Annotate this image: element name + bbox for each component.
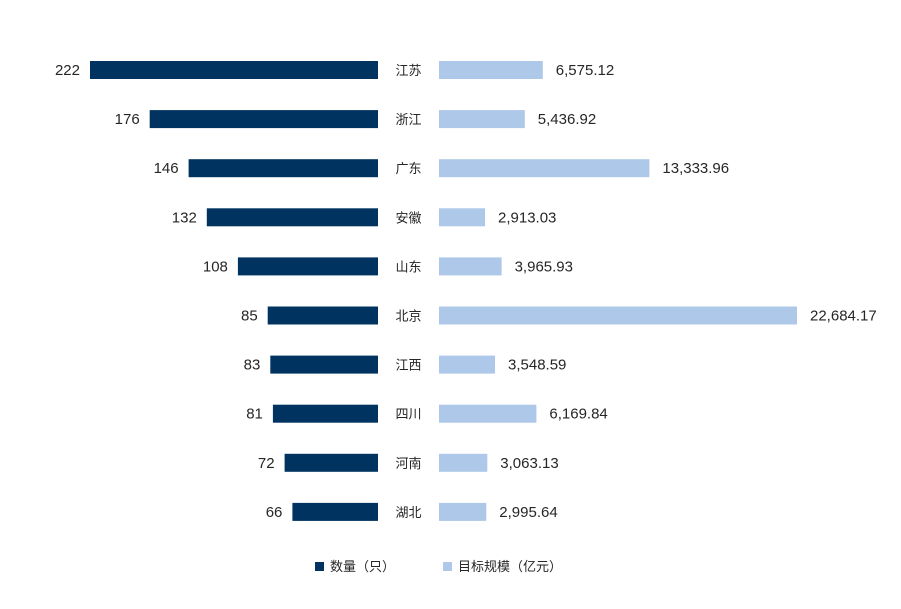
- scale-bar-9: [439, 502, 487, 521]
- legend-label-count: 数量（只）: [330, 560, 395, 575]
- category-label-8: 河南: [395, 456, 421, 472]
- count-bar-8: [284, 453, 378, 472]
- count-value-label-0: 222: [55, 62, 80, 79]
- count-bar-3: [206, 208, 378, 227]
- count-value-label-2: 146: [154, 160, 179, 177]
- count-bar-5: [267, 306, 378, 325]
- count-bar-4: [237, 257, 378, 276]
- category-label-6: 江西: [395, 359, 421, 374]
- scale-value-label-3: 2,913.03: [498, 209, 556, 226]
- count-value-label-3: 132: [172, 209, 197, 226]
- series-count-bars: [90, 61, 378, 521]
- scale-value-label-0: 6,575.12: [556, 62, 614, 79]
- scale-value-label-4: 3,965.93: [515, 258, 573, 275]
- count-value-label-5: 85: [241, 308, 258, 325]
- legend-label-scale: 目标规模（亿元）: [458, 560, 562, 575]
- scale-bar-1: [439, 110, 525, 129]
- scale-value-label-8: 3,063.13: [500, 455, 558, 472]
- scale-bar-6: [439, 355, 495, 374]
- scale-bar-3: [439, 208, 485, 227]
- count-bar-6: [270, 355, 378, 374]
- category-label-5: 北京: [395, 310, 421, 325]
- count-bar-1: [149, 110, 378, 129]
- scale-value-label-9: 2,995.64: [499, 504, 557, 521]
- count-bar-2: [188, 159, 378, 178]
- count-value-label-6: 83: [244, 357, 261, 374]
- category-label-3: 安徽: [395, 211, 421, 226]
- count-value-label-8: 72: [258, 455, 275, 472]
- scale-bar-0: [439, 61, 543, 79]
- scale-value-label-2: 13,333.96: [662, 160, 729, 177]
- scale-value-label-6: 3,548.59: [508, 357, 566, 374]
- count-bar-7: [272, 404, 378, 423]
- legend-swatch-scale: [443, 562, 452, 571]
- scale-value-labels: 6,575.12 5,436.92 13,333.96 2,913.03 3,965.9…: [498, 62, 877, 521]
- category-label-2: 广东: [395, 162, 421, 177]
- scale-bar-8: [439, 453, 488, 472]
- legend-swatch-count: [315, 562, 324, 571]
- count-value-label-1: 176: [115, 111, 140, 128]
- category-label-7: 四川: [395, 408, 421, 423]
- category-label-0: 江苏: [395, 63, 421, 79]
- legend: 数量（只） 目标规模（亿元）: [315, 560, 562, 575]
- scale-value-label-1: 5,436.92: [538, 111, 596, 128]
- category-label-4: 山东: [395, 260, 421, 275]
- count-bar-9: [292, 502, 378, 521]
- count-value-label-9: 66: [266, 504, 283, 521]
- count-value-label-4: 108: [203, 258, 228, 275]
- scale-value-label-5: 22,684.17: [810, 308, 877, 325]
- scale-bar-7: [439, 404, 537, 423]
- series-scale-bars: [439, 61, 797, 521]
- scale-value-label-7: 6,169.84: [549, 406, 607, 423]
- scale-bar-2: [439, 159, 650, 178]
- scale-bar-5: [439, 306, 797, 325]
- count-value-label-7: 81: [246, 406, 263, 423]
- count-value-labels: 222 176 146 132 108 85 83 81 72 66: [55, 62, 282, 521]
- category-label-1: 浙江: [395, 113, 421, 128]
- scale-bar-4: [439, 257, 502, 276]
- category-label-9: 湖北: [395, 506, 421, 521]
- count-bar-0: [90, 61, 378, 79]
